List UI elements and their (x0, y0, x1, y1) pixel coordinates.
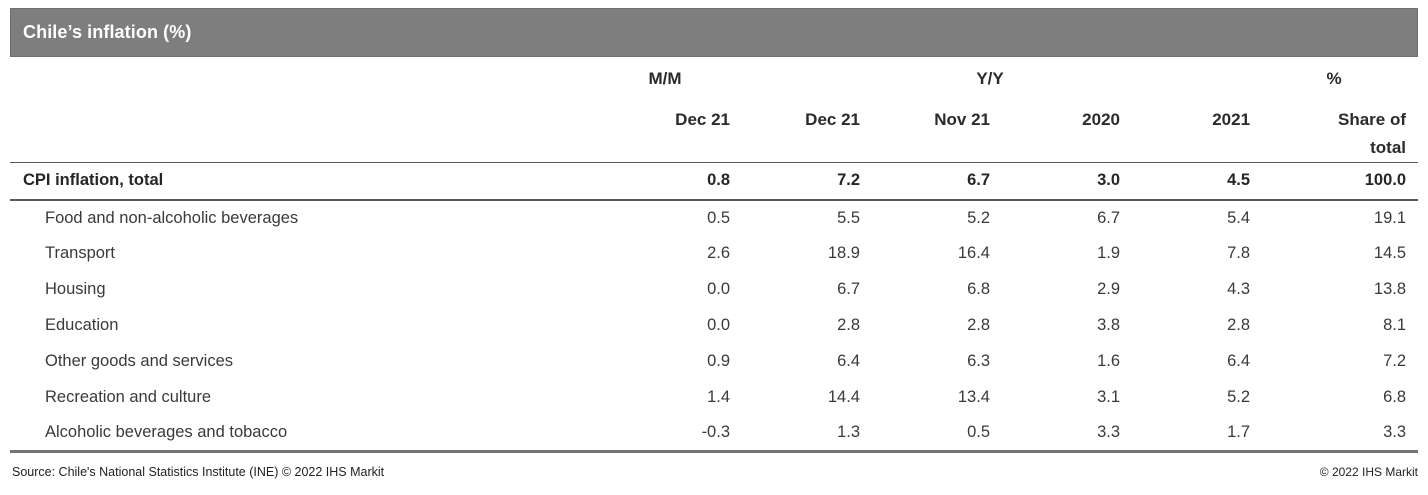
cell-value: 3.3 (1097, 423, 1120, 442)
column-header-2020: 2020 (1082, 110, 1120, 129)
cell-value: 5.2 (1227, 388, 1251, 406)
cell-value: 2.6 (707, 244, 730, 262)
cell-value: 0.9 (707, 352, 730, 370)
row-label: CPI inflation, total (23, 171, 164, 190)
table-row-alcoholic: Alcoholic beverages and tobacco -0.3 1.3… (10, 416, 1418, 452)
row-label: Food and non-alcoholic beverages (45, 208, 299, 227)
cell-value: 6.7 (967, 171, 990, 190)
cell-value: 100.0 (1364, 171, 1407, 190)
column-header-dec21-yy: Dec 21 (805, 110, 860, 129)
row-label: Other goods and services (45, 352, 234, 370)
cell-value: 1.3 (837, 423, 860, 442)
table-title-bar: Chile’s inflation (%) (10, 8, 1418, 57)
group-header-row: M/M Y/Y % (10, 57, 1418, 101)
table-row-recreation: Recreation and culture 1.4 14.4 13.4 3.1… (10, 380, 1418, 416)
table-row-other-goods: Other goods and services 0.9 6.4 6.3 1.6… (10, 344, 1418, 380)
cell-value: 7.2 (837, 171, 860, 190)
cell-value: 6.4 (837, 352, 860, 370)
cell-value: -0.3 (701, 423, 730, 442)
cell-value: 5.2 (967, 208, 990, 227)
cell-value: 14.4 (827, 388, 860, 406)
group-header-spacer (10, 57, 600, 101)
cell-value: 1.9 (1097, 244, 1120, 262)
column-header-row: Dec 21 Dec 21 Nov 21 2020 2021 Share of … (10, 101, 1418, 163)
column-header-nov21: Nov 21 (934, 110, 990, 129)
cell-value: 7.8 (1227, 244, 1251, 262)
cell-value: 2.8 (967, 316, 990, 334)
table-row-cpi-total: CPI inflation, total 0.8 7.2 6.7 3.0 4.5… (10, 162, 1419, 200)
inflation-table: M/M Y/Y % Dec 21 Dec 21 Nov 21 2020 2021… (10, 57, 1419, 453)
table-footer: Source: Chile's National Statistics Inst… (10, 465, 1418, 479)
cell-value: 6.7 (837, 280, 860, 298)
cell-value: 2.8 (837, 316, 860, 334)
cell-value: 3.1 (1097, 388, 1120, 406)
cell-value: 0.0 (707, 316, 730, 334)
cell-value: 3.8 (1097, 316, 1120, 334)
cell-value: 18.9 (827, 244, 860, 262)
row-label: Alcoholic beverages and tobacco (45, 423, 288, 442)
cell-value: 6.7 (1097, 208, 1120, 227)
cell-value: 6.8 (967, 280, 990, 298)
cell-value: 8.1 (1383, 316, 1407, 334)
cell-value: 19.1 (1373, 208, 1407, 227)
source-note: Source: Chile's National Statistics Inst… (12, 465, 385, 479)
cell-value: 5.4 (1227, 208, 1251, 227)
cell-value: 1.4 (707, 388, 730, 406)
cell-value: 1.7 (1227, 423, 1251, 442)
cell-value: 3.0 (1097, 171, 1120, 190)
cell-value: 2.9 (1097, 280, 1120, 298)
column-header-spacer (10, 101, 600, 163)
cell-value: 6.8 (1383, 388, 1407, 406)
cell-value: 13.8 (1373, 280, 1407, 298)
table-title: Chile’s inflation (%) (23, 22, 192, 42)
table-row-food: Food and non-alcoholic beverages 0.5 5.5… (10, 200, 1418, 236)
cell-value: 6.3 (967, 352, 990, 370)
cell-value: 3.3 (1383, 423, 1407, 442)
cell-value: 0.8 (707, 171, 730, 190)
copyright-note: © 2022 IHS Markit (1319, 465, 1418, 479)
column-header-share-of-total: Share of total (1338, 110, 1407, 157)
group-header-yy: Y/Y (976, 69, 1004, 88)
row-label: Recreation and culture (45, 388, 212, 406)
cell-value: 1.6 (1097, 352, 1120, 370)
table-row-housing: Housing 0.0 6.7 6.8 2.9 4.3 13.8 (10, 272, 1418, 308)
row-label: Education (45, 316, 119, 334)
cell-value: 5.5 (837, 208, 860, 227)
cell-value: 14.5 (1373, 244, 1407, 262)
cell-value: 16.4 (957, 244, 990, 262)
cell-value: 0.0 (707, 280, 730, 298)
cell-value: 4.3 (1227, 280, 1251, 298)
cell-value: 6.4 (1227, 352, 1251, 370)
group-header-pct: % (1326, 69, 1342, 88)
table-row-education: Education 0.0 2.8 2.8 3.8 2.8 8.1 (10, 308, 1418, 344)
cell-value: 7.2 (1383, 352, 1407, 370)
cell-value: 13.4 (957, 388, 990, 406)
cell-value: 4.5 (1227, 171, 1251, 190)
column-header-2021: 2021 (1212, 110, 1251, 129)
column-header-dec21-mm: Dec 21 (675, 110, 730, 129)
row-label: Transport (45, 244, 115, 262)
row-label: Housing (45, 280, 106, 298)
table-row-transport: Transport 2.6 18.9 16.4 1.9 7.8 14.5 (10, 236, 1418, 272)
cell-value: 0.5 (967, 423, 990, 442)
cell-value: 2.8 (1227, 316, 1251, 334)
group-header-mm: M/M (648, 69, 682, 88)
cell-value: 0.5 (707, 208, 730, 227)
